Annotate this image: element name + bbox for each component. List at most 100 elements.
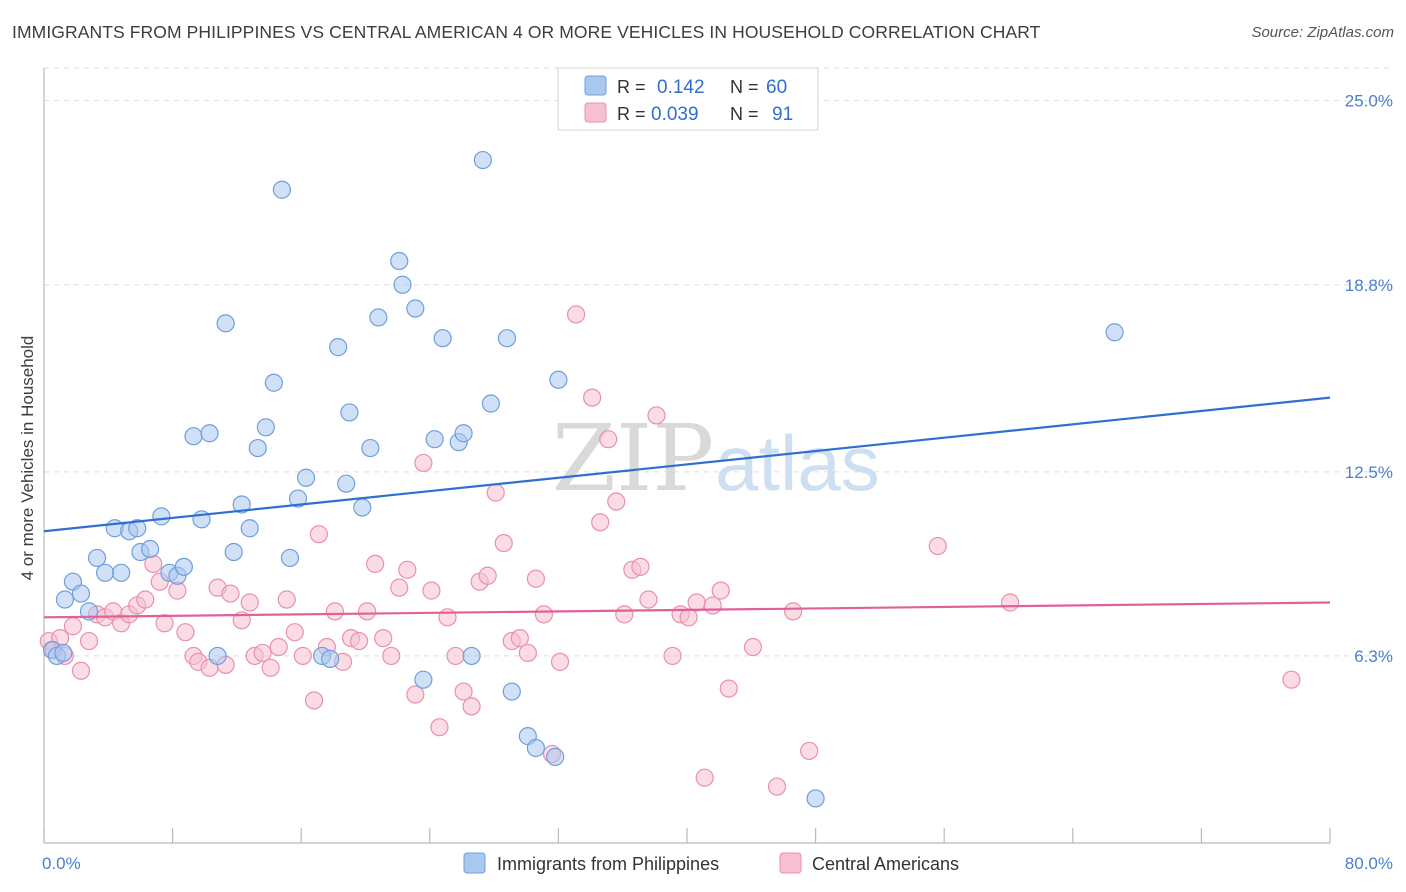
data-point [454, 424, 473, 443]
y-tick-label: 6.3% [1354, 647, 1393, 666]
stats-legend: R = 0.142 N = 60 R = 0.039 N = 91 [557, 67, 819, 131]
data-point [549, 370, 568, 389]
data-point [494, 533, 513, 553]
data-point [296, 468, 316, 487]
gridlines [44, 67, 1392, 657]
legend-swatch-philippines [584, 75, 607, 96]
series-legend-label-philippines: Immigrants from Philippines [497, 854, 719, 874]
data-point [277, 590, 296, 609]
data-point [224, 542, 243, 562]
data-point [374, 629, 393, 648]
data-point [1001, 593, 1020, 612]
data-point [783, 602, 803, 621]
data-point [256, 418, 275, 437]
trendlines [43, 396, 1331, 619]
y-tick-labels: 6.3% 12.5% 18.8% 25.0% [1345, 92, 1393, 666]
data-point [304, 691, 324, 710]
data-point [63, 617, 83, 636]
data-point [366, 554, 385, 573]
data-point [502, 682, 521, 701]
data-point [253, 643, 272, 663]
data-point [140, 539, 160, 559]
data-point [390, 251, 409, 271]
data-point [462, 646, 481, 666]
data-point [79, 602, 99, 621]
data-point [248, 438, 267, 458]
data-point [353, 498, 372, 517]
y-tick-label: 18.8% [1345, 276, 1393, 295]
data-point [361, 438, 380, 458]
data-point [430, 718, 449, 737]
data-point [546, 747, 565, 766]
data-point [743, 637, 763, 657]
watermark-atlas: atlas [715, 419, 880, 507]
data-point [631, 557, 650, 576]
data-point [615, 605, 634, 624]
chart-title: IMMIGRANTS FROM PHILIPPINES VS CENTRAL A… [12, 22, 1041, 42]
data-point [607, 492, 626, 511]
data-point [425, 430, 444, 449]
data-point [1282, 670, 1301, 689]
series-legend-label-central-americans: Central Americans [812, 854, 959, 874]
data-point [54, 643, 73, 663]
data-point [369, 308, 388, 327]
legend-r-label-central-americans: R = [617, 104, 646, 124]
data-point [136, 590, 155, 609]
x-tick-label-min: 0.0% [42, 854, 81, 873]
data-point [414, 670, 433, 689]
watermark-zip: ZIP [552, 405, 714, 512]
data-point [393, 275, 412, 294]
legend-r-value-central-americans: 0.039 [651, 104, 699, 125]
data-point [583, 388, 602, 407]
data-point [1105, 323, 1124, 342]
trendline-philippines [43, 396, 1331, 533]
data-point [358, 602, 377, 621]
data-point [152, 507, 171, 526]
data-point [566, 305, 586, 324]
y-tick-label: 25.0% [1345, 92, 1393, 111]
data-point [200, 424, 219, 443]
y-tick-label: 12.5% [1345, 463, 1393, 482]
data-point [240, 519, 259, 538]
legend-n-label-central-americans: N = [730, 104, 759, 124]
trendline-central-americans [43, 601, 1331, 619]
data-point [767, 777, 787, 796]
data-point [806, 789, 825, 808]
series-legend: Immigrants from Philippines Central Amer… [463, 852, 959, 874]
data-point [184, 427, 203, 446]
data-point [176, 623, 195, 642]
data-point [285, 623, 304, 642]
legend-r-value-philippines: 0.142 [657, 77, 705, 98]
data-point [55, 590, 74, 609]
data-point [679, 608, 698, 627]
chart-source: Source: ZipAtlas.com [1251, 24, 1394, 41]
data-point [454, 682, 473, 701]
data-point [663, 646, 682, 666]
data-point [599, 430, 618, 449]
data-point [216, 314, 235, 333]
series-legend-swatch-central-americans [779, 852, 802, 874]
data-point [481, 394, 500, 413]
data-point [155, 614, 174, 633]
data-point [264, 373, 283, 392]
data-point [128, 519, 147, 538]
data-point [639, 590, 658, 609]
x-tick-label-max: 80.0% [1345, 854, 1393, 873]
data-point [288, 489, 308, 508]
data-point [526, 738, 545, 758]
series-legend-swatch-philippines [463, 852, 486, 874]
legend-swatch-central-americans [584, 102, 607, 123]
data-point [526, 569, 545, 588]
data-point [95, 563, 115, 582]
data-point [232, 495, 251, 514]
data-point [550, 652, 570, 671]
data-point [687, 593, 706, 612]
data-point [510, 629, 529, 648]
data-point [473, 150, 492, 170]
data-point [382, 646, 401, 666]
data-point [928, 536, 947, 556]
data-point [340, 403, 359, 422]
data-point [719, 679, 738, 698]
data-point [261, 658, 280, 677]
